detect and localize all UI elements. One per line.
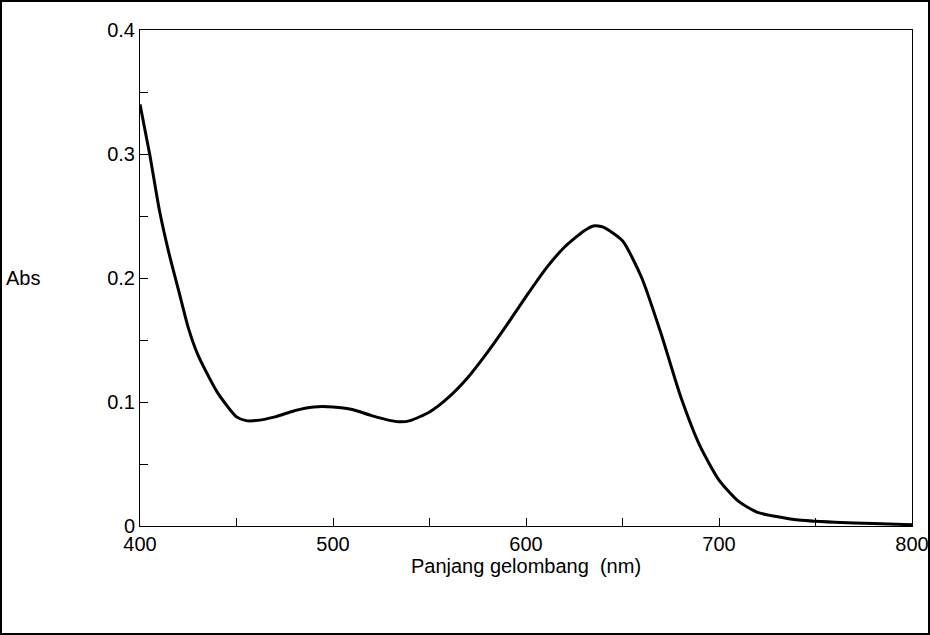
svg-text:0.2: 0.2	[107, 267, 135, 289]
svg-text:0.1: 0.1	[107, 391, 135, 413]
svg-text:0.3: 0.3	[107, 143, 135, 165]
svg-text:700: 700	[702, 533, 735, 555]
svg-text:800: 800	[895, 533, 928, 555]
svg-text:Abs: Abs	[6, 267, 40, 289]
svg-text:600: 600	[509, 533, 542, 555]
svg-text:0: 0	[124, 515, 135, 537]
svg-text:400: 400	[123, 533, 156, 555]
svg-text:Panjang gelombang (nm): Panjang gelombang (nm)	[411, 555, 641, 577]
svg-text:500: 500	[316, 533, 349, 555]
svg-text:0.4: 0.4	[107, 19, 135, 41]
